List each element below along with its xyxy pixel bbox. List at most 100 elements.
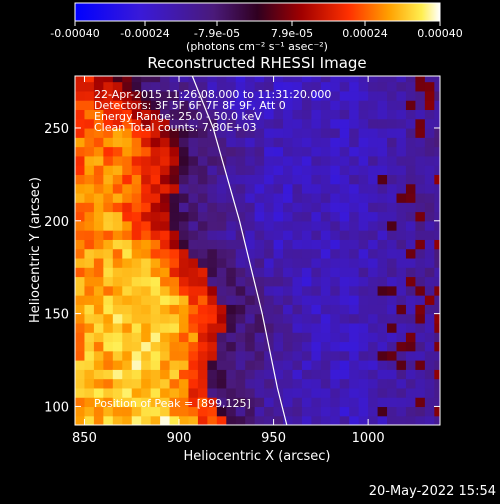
heatmap-image [75, 76, 440, 425]
heatmap-cell [368, 369, 379, 380]
heatmap-cell [245, 313, 256, 324]
heatmap-cell [179, 137, 190, 148]
heatmap-cell [112, 118, 123, 129]
heatmap-cell [245, 415, 256, 425]
heatmap-cell [339, 109, 350, 120]
heatmap-cell [226, 322, 237, 333]
heatmap-cell [424, 81, 435, 92]
heatmap-cell [368, 322, 379, 333]
heatmap-cell [103, 202, 114, 213]
heatmap-cell [254, 332, 265, 343]
heatmap-cell [330, 174, 341, 185]
heatmap-cell [273, 313, 284, 324]
heatmap-cell [226, 313, 237, 324]
heatmap-cell [273, 304, 284, 315]
heatmap-cell [160, 76, 171, 83]
heatmap-cell [179, 220, 190, 231]
heatmap-cell [122, 146, 133, 157]
heatmap-cell [396, 165, 407, 175]
heatmap-cell [226, 220, 237, 231]
heatmap-cell [339, 350, 350, 361]
heatmap-cell [84, 313, 95, 324]
heatmap-cell [434, 202, 440, 213]
heatmap-cell [122, 378, 133, 389]
heatmap-cell [235, 127, 246, 138]
heatmap-cell [160, 127, 171, 138]
heatmap-cell [330, 248, 341, 259]
heatmap-cell [368, 183, 379, 194]
heatmap-cell [112, 155, 123, 166]
heatmap-cell [292, 100, 303, 111]
heatmap-cell [320, 276, 331, 287]
heatmap-cell [141, 397, 152, 408]
heatmap-cell [131, 285, 142, 296]
heatmap-cell [112, 202, 123, 213]
heatmap-cell [283, 322, 294, 333]
heatmap-cell [254, 230, 265, 240]
heatmap-cell [122, 211, 133, 222]
heatmap-cell [112, 285, 123, 296]
heatmap-cell [84, 146, 95, 157]
heatmap-cell [377, 155, 388, 166]
heatmap-cell [179, 304, 190, 315]
heatmap-cell [84, 211, 95, 222]
heatmap-cell [103, 276, 114, 287]
heatmap-cell [415, 304, 426, 315]
heatmap-cell [387, 165, 398, 175]
heatmap-cell [405, 239, 417, 250]
heatmap-cell [84, 137, 95, 148]
heatmap-cell [434, 165, 440, 175]
heatmap-cell [387, 276, 398, 287]
heatmap-cell [415, 118, 426, 129]
heatmap-cell [93, 192, 104, 203]
heatmap-cell [320, 369, 331, 380]
heatmap-cell [131, 90, 142, 101]
heatmap-cell [122, 313, 133, 324]
heatmap-cell [424, 109, 435, 120]
heatmap-cell [131, 304, 142, 315]
heatmap-cell [434, 295, 440, 305]
heatmap-cell [311, 248, 322, 259]
heatmap-cell [245, 332, 256, 343]
heatmap-cell [434, 322, 440, 333]
heatmap-cell [169, 406, 180, 417]
heatmap-cell [75, 202, 86, 213]
heatmap-cell [349, 165, 360, 175]
heatmap-cell [396, 415, 407, 425]
y-axis-label: Heliocentric Y (arcsec) [28, 177, 43, 323]
heatmap-cell [141, 174, 152, 185]
heatmap-cell [254, 155, 265, 166]
heatmap-cell [216, 369, 227, 380]
heatmap-cell [197, 341, 208, 352]
heatmap-cell [301, 192, 312, 203]
heatmap-cell [405, 174, 417, 185]
heatmap-cell [235, 248, 246, 259]
heatmap-cell [207, 397, 218, 408]
heatmap-cell [103, 183, 114, 194]
heatmap-cell [358, 267, 369, 278]
heatmap-cell [330, 81, 341, 92]
heatmap-cell [264, 322, 275, 333]
heatmap-cell [349, 230, 360, 240]
heatmap-cell [150, 387, 161, 398]
heatmap-cell [131, 174, 142, 185]
heatmap-cell [160, 192, 171, 203]
heatmap-cell [141, 127, 152, 138]
heatmap-cell [301, 332, 312, 343]
heatmap-cell [283, 90, 294, 101]
heatmap-cell [179, 248, 190, 259]
heatmap-cell [188, 192, 199, 203]
heatmap-cell [93, 81, 104, 92]
heatmap-cell [349, 183, 360, 194]
heatmap-cell [141, 415, 152, 425]
heatmap-cell [424, 387, 435, 398]
heatmap-cell [112, 267, 123, 278]
heatmap-cell [160, 239, 171, 250]
heatmap-cell [197, 406, 208, 417]
heatmap-cell [93, 257, 104, 268]
heatmap-cell [320, 248, 331, 259]
heatmap-cell [235, 90, 246, 101]
heatmap-cell [169, 304, 180, 315]
heatmap-cell [131, 350, 142, 361]
heatmap-cell [216, 304, 227, 315]
